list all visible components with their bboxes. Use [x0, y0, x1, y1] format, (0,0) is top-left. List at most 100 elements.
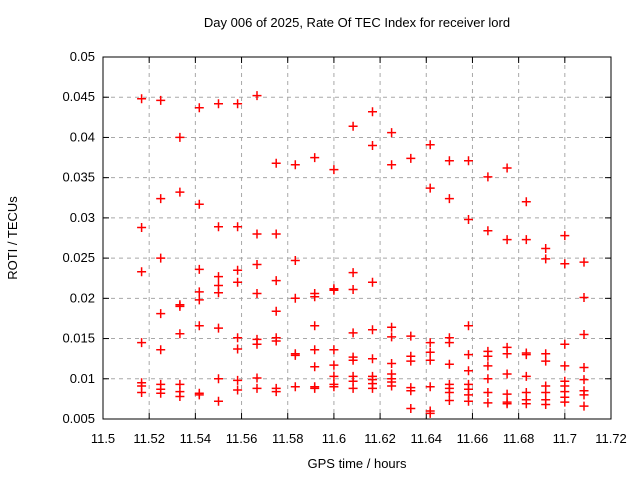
data-point — [194, 264, 204, 274]
data-point — [252, 229, 262, 239]
data-point — [387, 160, 397, 170]
data-point — [137, 223, 147, 232]
data-point — [194, 321, 204, 331]
data-point — [214, 396, 223, 406]
data-point — [560, 397, 570, 407]
data-point — [521, 371, 531, 381]
data-point — [425, 347, 435, 357]
data-point — [233, 385, 243, 395]
data-point — [541, 400, 551, 409]
data-point — [579, 390, 589, 400]
x-tick-label: 11.7 — [553, 431, 577, 446]
data-point — [233, 99, 243, 109]
data-point — [156, 95, 166, 105]
y-tick-label: 0.04 — [70, 129, 95, 144]
data-point — [541, 356, 551, 366]
data-point — [387, 128, 397, 138]
data-point — [329, 360, 339, 370]
data-point — [483, 374, 493, 384]
data-point — [483, 172, 493, 182]
data-point — [310, 153, 320, 163]
data-point — [444, 359, 454, 369]
data-point — [541, 254, 551, 264]
data-point — [541, 244, 551, 253]
data-point — [329, 382, 339, 392]
data-point — [175, 132, 185, 142]
data-point — [387, 322, 397, 332]
x-tick-label: 11.68 — [503, 431, 535, 446]
data-point — [521, 350, 531, 360]
data-point — [214, 272, 223, 282]
data-point — [137, 267, 147, 277]
data-point — [502, 235, 512, 245]
data-point — [579, 375, 589, 385]
data-point — [444, 338, 454, 348]
y-tick-label: 0.01 — [70, 371, 95, 386]
data-point — [579, 401, 589, 411]
data-point — [483, 398, 493, 408]
data-point — [560, 259, 570, 269]
data-point — [329, 371, 339, 381]
data-point — [252, 383, 262, 393]
data-point — [271, 306, 281, 316]
data-point — [464, 215, 473, 224]
x-tick-label: 11.6 — [322, 431, 346, 446]
data-point — [579, 330, 589, 339]
data-point — [156, 194, 166, 204]
y-tick-label: 0.035 — [62, 170, 95, 185]
data-point — [233, 277, 243, 287]
data-point — [368, 354, 377, 364]
data-point — [329, 165, 339, 175]
data-point — [502, 349, 512, 359]
x-tick-label: 11.66 — [457, 431, 489, 446]
data-point — [387, 359, 397, 368]
data-point — [483, 351, 493, 361]
data-point — [137, 338, 147, 348]
data-point — [194, 103, 204, 113]
data-point — [233, 375, 243, 385]
data-point — [387, 332, 397, 342]
x-tick-labels: 11.5 11.52 11.54 11.56 11.58 11.6 11.62 11.64 11… — [91, 431, 627, 446]
data-point — [425, 382, 435, 392]
y-tick-labels: 0.005 0.01 0.015 0.02 0.025 0.03 0.035 0.04 0.04… — [62, 49, 95, 426]
data-point — [214, 288, 223, 298]
data-point — [175, 329, 185, 339]
data-point — [444, 388, 454, 397]
y-tick-label: 0.02 — [70, 290, 95, 305]
x-tick-label: 11.52 — [133, 431, 165, 446]
data-point — [348, 268, 358, 278]
y-axis-label: ROTI / TECUs — [5, 196, 20, 280]
data-point — [194, 199, 204, 209]
data-point — [348, 355, 358, 365]
data-point — [444, 194, 454, 204]
data-point — [406, 331, 416, 341]
data-point — [233, 265, 243, 275]
data-point — [252, 289, 262, 298]
data-point — [252, 373, 262, 383]
data-point — [406, 386, 416, 396]
data-point — [368, 383, 377, 393]
data-point — [214, 374, 223, 384]
data-point — [425, 140, 435, 150]
data-point — [560, 361, 570, 371]
data-point — [214, 222, 223, 232]
data-point — [444, 156, 454, 166]
data-point — [233, 344, 243, 354]
data-point — [214, 323, 223, 333]
data-point — [290, 256, 300, 265]
data-point — [464, 350, 473, 360]
data-point — [483, 388, 493, 397]
data-point — [368, 277, 377, 287]
data-point — [348, 328, 358, 338]
data-point — [329, 285, 339, 295]
x-axis-label: GPS time / hours — [308, 456, 407, 471]
data-point — [464, 366, 473, 376]
chart-title: Day 006 of 2025, Rate Of TEC Index for r… — [204, 15, 510, 30]
data-point — [175, 187, 185, 197]
x-tick-label: 11.5 — [91, 431, 115, 446]
data-point — [214, 99, 223, 109]
data-point — [310, 383, 320, 393]
data-point — [521, 235, 531, 245]
data-point — [425, 355, 435, 365]
